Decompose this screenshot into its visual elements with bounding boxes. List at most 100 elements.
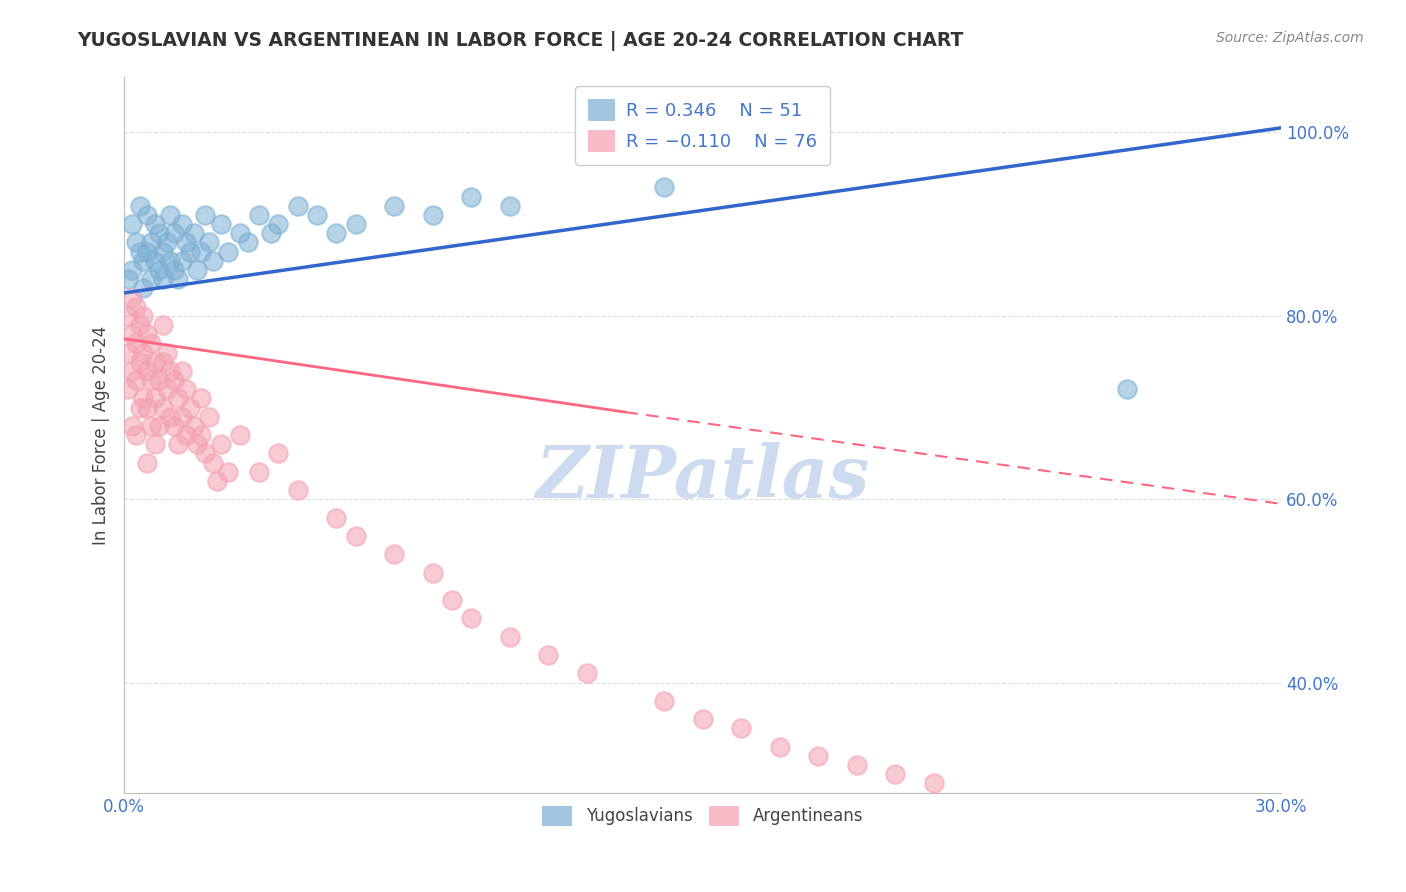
Point — [143, 354, 166, 368]
Point — [125, 336, 148, 351]
Point — [499, 630, 522, 644]
Point — [136, 327, 159, 342]
Point — [247, 208, 270, 222]
Point — [325, 227, 347, 241]
Point — [217, 244, 239, 259]
Point — [236, 235, 259, 250]
Point — [179, 244, 201, 259]
Point — [128, 318, 150, 332]
Point — [217, 465, 239, 479]
Point — [186, 263, 208, 277]
Point — [267, 446, 290, 460]
Point — [143, 392, 166, 406]
Point — [198, 235, 221, 250]
Point — [159, 253, 181, 268]
Point — [287, 199, 309, 213]
Point — [807, 749, 830, 764]
Point — [152, 354, 174, 368]
Point — [170, 364, 193, 378]
Point — [141, 373, 163, 387]
Point — [167, 272, 190, 286]
Point — [167, 437, 190, 451]
Point — [128, 244, 150, 259]
Point — [174, 382, 197, 396]
Point — [884, 767, 907, 781]
Point — [148, 227, 170, 241]
Point — [136, 244, 159, 259]
Point — [730, 722, 752, 736]
Point — [205, 474, 228, 488]
Point — [136, 208, 159, 222]
Point — [152, 401, 174, 415]
Point — [141, 272, 163, 286]
Point — [148, 373, 170, 387]
Point — [190, 428, 212, 442]
Point — [382, 199, 405, 213]
Point — [170, 253, 193, 268]
Point — [141, 418, 163, 433]
Point — [186, 437, 208, 451]
Point — [152, 318, 174, 332]
Point — [121, 263, 143, 277]
Point — [183, 418, 205, 433]
Point — [121, 418, 143, 433]
Text: ZIPatlas: ZIPatlas — [536, 442, 870, 514]
Y-axis label: In Labor Force | Age 20-24: In Labor Force | Age 20-24 — [93, 326, 110, 545]
Point — [156, 235, 179, 250]
Point — [121, 217, 143, 231]
Point — [136, 401, 159, 415]
Point — [141, 336, 163, 351]
Point — [229, 227, 252, 241]
Point — [769, 739, 792, 754]
Point — [163, 373, 186, 387]
Point — [201, 456, 224, 470]
Point — [1115, 382, 1137, 396]
Point — [117, 345, 139, 359]
Point — [132, 345, 155, 359]
Point — [692, 712, 714, 726]
Point — [575, 666, 598, 681]
Point — [128, 401, 150, 415]
Point — [305, 208, 328, 222]
Point — [117, 272, 139, 286]
Point — [229, 428, 252, 442]
Point — [652, 180, 675, 194]
Text: YUGOSLAVIAN VS ARGENTINEAN IN LABOR FORCE | AGE 20-24 CORRELATION CHART: YUGOSLAVIAN VS ARGENTINEAN IN LABOR FORC… — [77, 31, 963, 51]
Point — [460, 611, 482, 625]
Point — [121, 291, 143, 305]
Point — [128, 354, 150, 368]
Point — [159, 409, 181, 424]
Point — [163, 263, 186, 277]
Point — [128, 199, 150, 213]
Point — [287, 483, 309, 497]
Point — [194, 446, 217, 460]
Point — [174, 428, 197, 442]
Point — [117, 309, 139, 323]
Point — [152, 244, 174, 259]
Point — [132, 253, 155, 268]
Point — [125, 235, 148, 250]
Point — [132, 309, 155, 323]
Point — [152, 272, 174, 286]
Point — [156, 345, 179, 359]
Point — [845, 758, 868, 772]
Point — [190, 244, 212, 259]
Point — [267, 217, 290, 231]
Point — [167, 392, 190, 406]
Point — [499, 199, 522, 213]
Legend: Yugoslavians, Argentineans: Yugoslavians, Argentineans — [534, 797, 872, 834]
Point — [170, 217, 193, 231]
Point — [136, 364, 159, 378]
Point — [163, 227, 186, 241]
Point — [382, 547, 405, 561]
Point — [260, 227, 283, 241]
Point — [141, 235, 163, 250]
Point — [121, 327, 143, 342]
Point — [209, 217, 232, 231]
Point — [179, 401, 201, 415]
Point — [132, 392, 155, 406]
Point — [132, 281, 155, 295]
Point — [344, 529, 367, 543]
Point — [163, 418, 186, 433]
Point — [652, 694, 675, 708]
